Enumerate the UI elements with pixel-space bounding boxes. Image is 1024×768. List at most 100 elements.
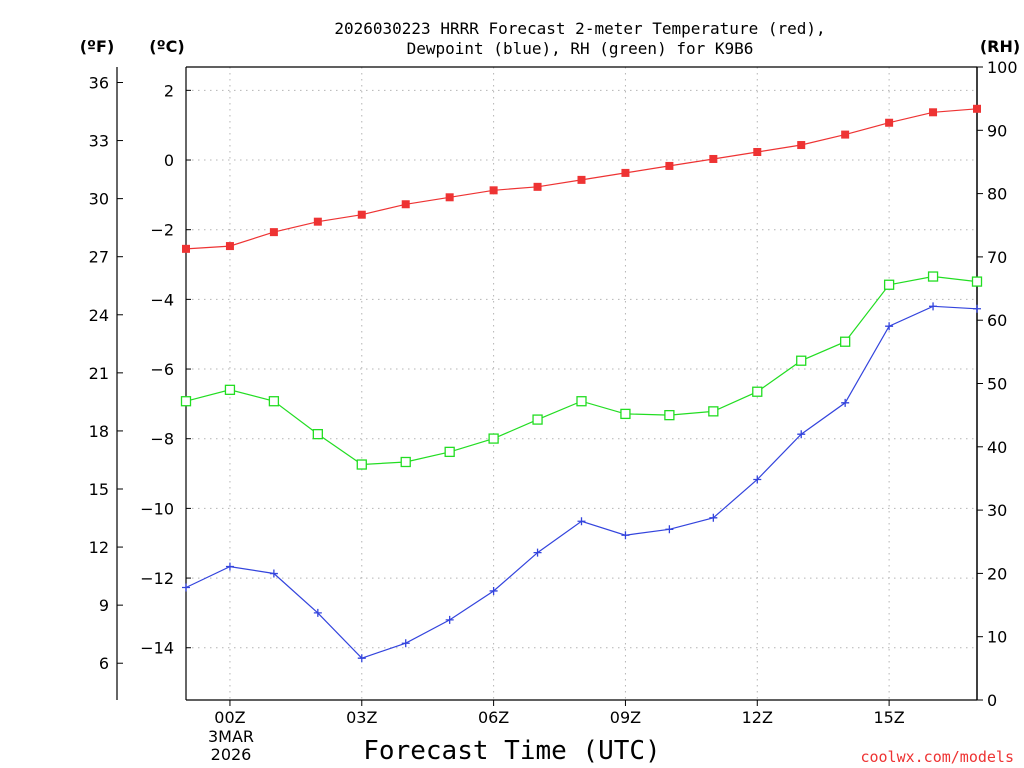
data-point-2-meter-temperature [709, 154, 718, 163]
fahrenheit-tick-label: 15 [89, 480, 109, 499]
fahrenheit-unit-label: (ºF) [80, 37, 115, 56]
data-point-rh [971, 276, 983, 287]
data-point-rh [796, 355, 807, 366]
celsius-tick-label: −4 [150, 290, 174, 309]
celsius-tick-label: −14 [140, 639, 174, 658]
data-point-dewpoint [577, 517, 586, 526]
x-tick-label: 09Z [610, 708, 641, 727]
data-point-rh [840, 336, 851, 347]
celsius-tick-label: 2 [164, 81, 174, 100]
data-point-rh [180, 396, 192, 407]
data-point-rh [532, 414, 543, 425]
data-point-2-meter-temperature [665, 161, 674, 170]
data-point-2-meter-temperature [797, 141, 806, 150]
rh-tick-label: 70 [987, 248, 1007, 267]
data-point-rh [224, 384, 236, 395]
rh-tick-label: 40 [987, 438, 1007, 457]
fahrenheit-tick-label: 18 [89, 422, 109, 441]
data-point-2-meter-temperature [885, 118, 894, 127]
data-point-2-meter-temperature [445, 193, 454, 202]
data-point-rh [268, 396, 280, 407]
data-point-2-meter-temperature [357, 210, 366, 219]
fahrenheit-tick-label: 30 [89, 190, 109, 209]
rh-unit-label: (RH) [980, 37, 1020, 56]
rh-tick-label: 90 [987, 121, 1007, 140]
x-tick-label: 15Z [873, 708, 904, 727]
celsius-tick-label: −10 [140, 499, 174, 518]
rh-tick-label: 60 [987, 311, 1007, 330]
data-point-dewpoint [445, 615, 454, 624]
data-point-dewpoint [753, 475, 762, 484]
data-point-rh [752, 386, 763, 397]
celsius-tick-label: 0 [164, 151, 174, 170]
data-point-dewpoint [929, 302, 938, 311]
data-point-dewpoint [357, 654, 366, 663]
data-point-rh [488, 433, 499, 444]
data-point-rh [664, 409, 675, 421]
series-line-dewpoint [185, 305, 978, 659]
rh-tick-label: 20 [987, 564, 1007, 583]
data-point-dewpoint [489, 586, 498, 595]
date-label-year: 2026 [211, 745, 252, 764]
fahrenheit-tick-label: 9 [99, 596, 109, 615]
rh-tick-label: 80 [987, 185, 1007, 204]
data-point-2-meter-temperature [225, 242, 234, 251]
data-point-dewpoint [313, 608, 322, 617]
data-point-rh [444, 446, 455, 458]
data-point-2-meter-temperature [841, 130, 850, 139]
fahrenheit-tick-label: 27 [89, 248, 109, 267]
data-point-2-meter-temperature [401, 200, 410, 209]
x-axis-title: Forecast Time (UTC) [363, 736, 660, 766]
fahrenheit-tick-label: 21 [89, 364, 109, 383]
x-tick-label: 12Z [742, 708, 773, 727]
credit-text: coolwx.com/models [860, 748, 1014, 766]
data-point-2-meter-temperature [577, 175, 586, 184]
data-point-dewpoint [621, 531, 630, 540]
celsius-tick-label: −8 [150, 430, 174, 449]
fahrenheit-tick-label: 33 [89, 132, 109, 151]
data-point-dewpoint [401, 639, 410, 648]
gridlines [186, 67, 977, 700]
data-point-dewpoint [225, 562, 234, 571]
data-point-dewpoint [797, 430, 806, 439]
x-tick-label: 00Z [214, 708, 245, 727]
date-label-month: 3MAR [208, 727, 254, 746]
data-point-dewpoint [269, 569, 278, 578]
rh-tick-label: 30 [987, 501, 1007, 520]
series-dewpoint [182, 302, 981, 663]
data-point-2-meter-temperature [753, 148, 762, 157]
rh-tick-label: 50 [987, 375, 1007, 394]
data-point-rh [708, 406, 719, 417]
data-point-dewpoint [182, 583, 190, 592]
celsius-tick-label: −6 [150, 360, 174, 379]
series-line-rh [185, 275, 978, 466]
data-point-rh [883, 279, 895, 290]
data-point-2-meter-temperature [489, 186, 498, 195]
data-point-2-meter-temperature [269, 228, 278, 237]
data-point-rh [356, 459, 367, 470]
data-point-2-meter-temperature [313, 217, 322, 226]
data-point-dewpoint [841, 398, 850, 407]
fahrenheit-tick-label: 36 [89, 73, 109, 92]
data-point-rh [576, 396, 587, 407]
series-rh [180, 271, 983, 470]
celsius-tick-label: −12 [140, 569, 174, 588]
fahrenheit-tick-label: 12 [89, 538, 109, 557]
series-2-meter-temperature [182, 104, 981, 253]
data-point-dewpoint [885, 322, 894, 331]
data-series [180, 104, 983, 663]
data-point-dewpoint [973, 304, 981, 313]
data-point-rh [620, 408, 631, 420]
data-point-2-meter-temperature [973, 104, 981, 113]
chart-title-line-1: 2026030223 HRRR Forecast 2-meter Tempera… [334, 19, 825, 38]
data-point-rh [312, 428, 323, 440]
rh-tick-label: 100 [987, 58, 1018, 77]
data-point-2-meter-temperature [929, 108, 938, 117]
data-point-rh [927, 271, 939, 282]
data-point-2-meter-temperature [621, 168, 630, 177]
data-point-dewpoint [709, 513, 718, 522]
data-point-2-meter-temperature [533, 182, 542, 191]
x-tick-label: 03Z [346, 708, 377, 727]
